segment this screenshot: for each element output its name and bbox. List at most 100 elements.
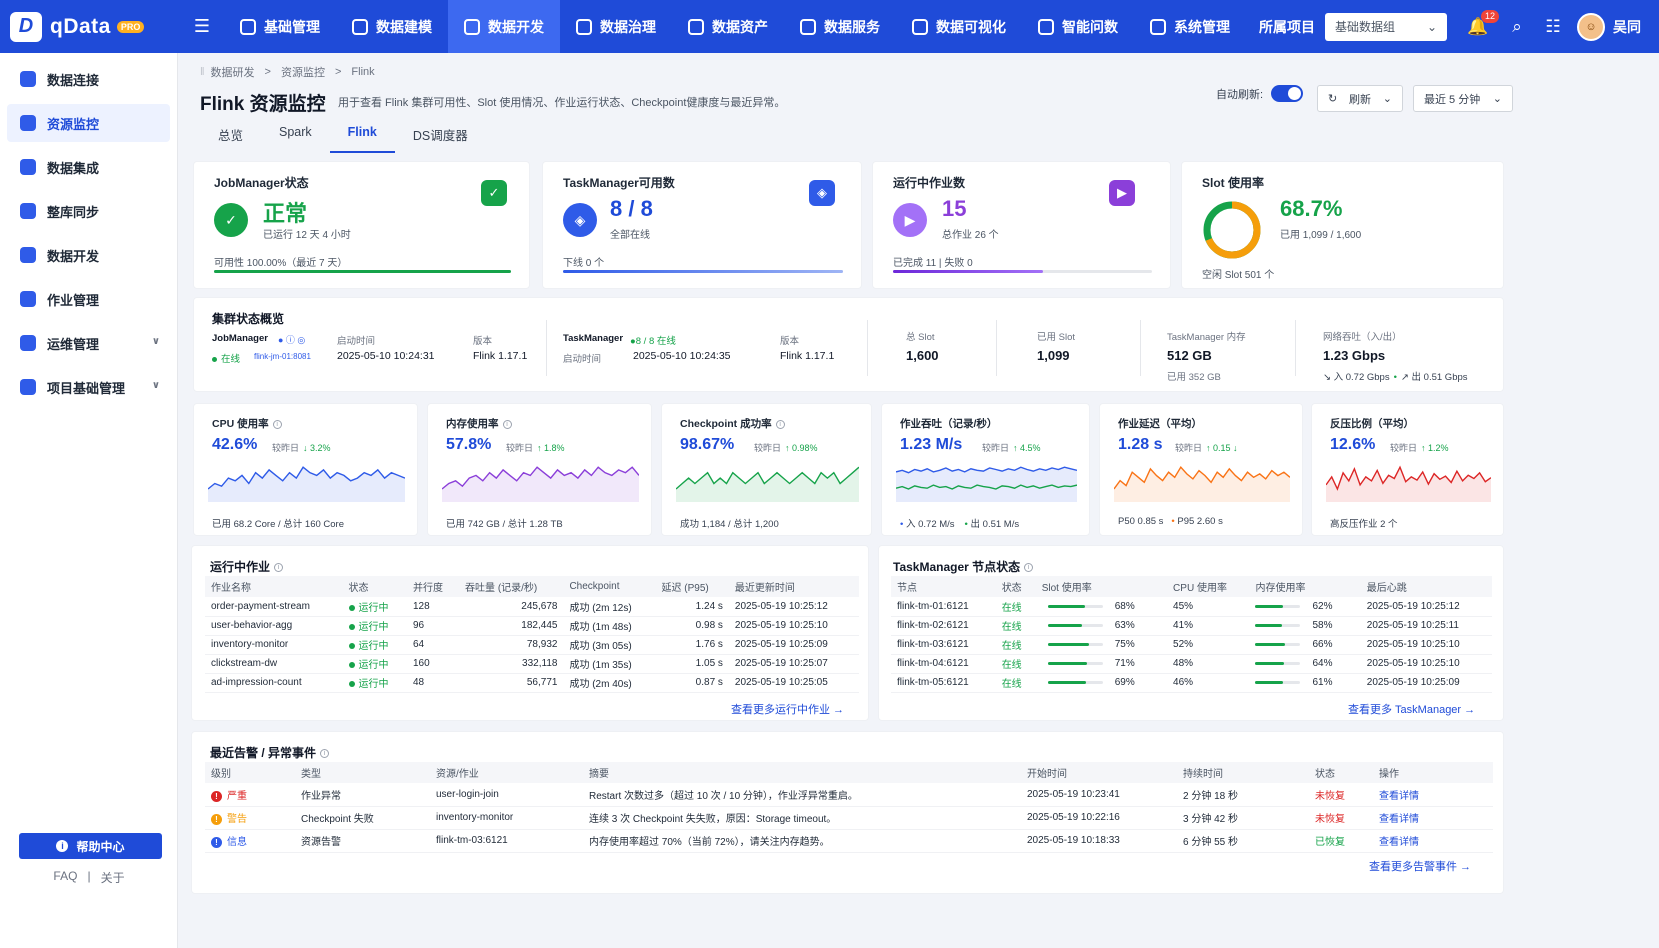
sidebar-item-5[interactable]: 作业管理	[7, 280, 170, 318]
breadcrumb-item[interactable]: 数据研发	[210, 67, 255, 79]
table-row[interactable]: flink-tm-05:6121 在线 69% 46% 61% 2025-05-19 10…	[891, 673, 1492, 693]
apps-grid-icon[interactable]: ☷	[1545, 16, 1561, 36]
info-icon[interactable]: i	[320, 749, 330, 759]
sidebar-item-3[interactable]: 整库同步	[7, 192, 170, 230]
sidebar-item-7[interactable]: 项目基础管理 ∨	[7, 368, 170, 406]
refresh-control: ↻ 刷新 ⌄	[1317, 85, 1403, 112]
table-row[interactable]: inventory-monitor 运行中 64 78,932 成功 (3m 05s) 1…	[205, 635, 859, 655]
taskmanager-bar-fill	[563, 270, 843, 273]
metric-sparkline	[208, 466, 405, 502]
tab-flink[interactable]: Flink	[329, 117, 395, 153]
nav-item-2[interactable]: 数据开发	[448, 0, 560, 53]
mem-usage-text: 66%	[1312, 639, 1333, 650]
heartbeat-cell: 2025-05-19 10:25:10	[1360, 654, 1492, 674]
user-name[interactable]: 吴同	[1613, 18, 1641, 35]
view-details-link[interactable]: 查看详情	[1379, 814, 1419, 825]
info-icon[interactable]: i	[1024, 563, 1034, 573]
section-title: 集群状态概览	[212, 312, 285, 326]
table-row[interactable]: ! 信息 资源告警 flink-tm-03:6121 内存使用率超过 70%（当前 72…	[205, 829, 1493, 853]
metric-foot: 已用 68.2 Core / 总计 160 Core	[212, 516, 344, 530]
page-header: ‖ 数据研发 > 资源监控 > Flink Flink 资源监控 用于查看 Flink 集…	[190, 53, 1659, 153]
info-icon[interactable]: i	[502, 419, 512, 429]
nav-item-8[interactable]: 系统管理	[1134, 0, 1246, 53]
table-cell: 成功 (2m 40s)	[563, 673, 656, 693]
nav-item-4[interactable]: 数据资产	[672, 0, 784, 53]
table-row[interactable]: order-payment-stream 运行中 128 245,678 成功 (2m …	[205, 597, 859, 617]
table-row[interactable]: user-behavior-agg 运行中 96 182,445 成功 (1m 48s)…	[205, 616, 859, 636]
bell-icon[interactable]: 🔔 12	[1463, 9, 1499, 42]
column-header: 吞吐量 (记录/秒)	[459, 576, 564, 597]
view-details-link[interactable]: 查看详情	[1379, 837, 1419, 848]
metric-foot: • 入 0.72 M/s • 出 0.51 M/s	[900, 516, 1019, 530]
type-cell: 作业异常	[295, 783, 430, 807]
sidebar-item-6[interactable]: 运维管理 ∨	[7, 324, 170, 362]
time-range-select[interactable]: 最近 5 分钟 ⌄	[1413, 85, 1513, 112]
jm-host-link[interactable]: flink-jm-01:8081	[254, 352, 311, 361]
nav-item-1[interactable]: 数据建模	[336, 0, 448, 53]
tab-ds调度器[interactable]: DS调度器	[412, 129, 468, 143]
jm-status: 在线	[212, 351, 240, 365]
nav-icon	[352, 18, 368, 35]
table-row[interactable]: flink-tm-01:6121 在线 68% 45% 62% 2025-05-19 10…	[891, 597, 1492, 617]
legend-dot: •	[964, 519, 971, 530]
help-center-label: 帮助中心	[76, 839, 125, 854]
nav-item-5[interactable]: 数据服务	[784, 0, 896, 53]
more-running-jobs-link[interactable]: 查看更多运行中作业 →	[731, 704, 845, 716]
sidebar-item-2[interactable]: 数据集成	[7, 148, 170, 186]
sparkline-area	[676, 467, 859, 502]
table-row[interactable]: flink-tm-03:6121 在线 75% 52% 66% 2025-05-19 10…	[891, 635, 1492, 655]
view-details-link[interactable]: 查看详情	[1379, 790, 1419, 802]
slot-cell: 69%	[1035, 673, 1168, 693]
auto-refresh-toggle[interactable]	[1271, 85, 1304, 102]
chevron-down-icon: ⌄	[1426, 19, 1437, 34]
node-name: flink-tm-03:6121	[897, 639, 969, 650]
info-icon[interactable]: i	[775, 419, 785, 429]
info-icon[interactable]: i	[272, 419, 282, 429]
summary-cell: 连续 3 次 Checkpoint 失失败，原因：Storage timeout…	[583, 806, 1021, 830]
start-cell: 2025-05-19 10:22:16	[1021, 806, 1177, 830]
table-row[interactable]: ! 警告 Checkpoint 失败 inventory-monitor 连续 3 次 …	[205, 806, 1493, 830]
alert-status: 未恢复	[1315, 814, 1345, 825]
node-name: flink-tm-02:6121	[897, 620, 969, 631]
tab-spark[interactable]: Spark	[279, 125, 312, 139]
metric-compare: 较昨日 ↑ 0.98%	[754, 441, 818, 454]
menu-toggle-icon[interactable]: ☰	[193, 16, 211, 36]
table-row[interactable]: flink-tm-04:6121 在线 71% 48% 64% 2025-05-19 10…	[891, 654, 1492, 674]
sidebar-item-4[interactable]: 数据开发	[7, 236, 170, 274]
tm-start-label: 启动时间	[563, 354, 602, 365]
nav-item-6[interactable]: 数据可视化	[896, 0, 1022, 53]
table-row[interactable]: ! 严重 作业异常 user-login-join Restart 次数过多（超过 10…	[205, 783, 1493, 807]
info-icon[interactable]: i	[274, 563, 284, 573]
table-row[interactable]: clickstream-dw 运行中 160 332,118 成功 (1m 35s) 1.…	[205, 654, 859, 674]
column-header: 最近更新时间	[728, 576, 859, 597]
help-center-button[interactable]: i 帮助中心	[19, 833, 162, 859]
metric-card-2: Checkpoint 成功率 i 98.67% 较昨日 ↑ 0.98% 成功 1,184 …	[661, 403, 872, 536]
nav-item-7[interactable]: 智能问数	[1022, 0, 1134, 53]
refresh-icon: ↻	[1328, 93, 1338, 105]
sidebar-item-0[interactable]: 数据连接	[7, 60, 170, 98]
sidebar-item-1[interactable]: 资源监控	[7, 104, 170, 142]
nav-item-0[interactable]: 基础管理	[224, 0, 336, 53]
table-row[interactable]: ad-impression-count 运行中 48 56,771 成功 (2m 40s…	[205, 673, 859, 693]
sidebar-item-label: 项目基础管理	[47, 380, 126, 396]
avatar[interactable]: ☺	[1577, 12, 1605, 41]
more-alerts-link[interactable]: 查看更多告警事件 →	[1369, 861, 1472, 873]
search-icon[interactable]: ⌕	[1512, 16, 1522, 36]
sidebar-item-icon	[20, 247, 36, 263]
more-taskmanager-link[interactable]: 查看更多 TaskManager →	[1348, 704, 1476, 716]
table-row[interactable]: flink-tm-02:6121 在线 63% 41% 58% 2025-05-19 10…	[891, 616, 1492, 636]
sparkline-series-0	[896, 466, 1077, 474]
app-logo[interactable]: D qData PRO	[0, 0, 190, 53]
project-select[interactable]: 基础数据组 ⌄	[1325, 12, 1447, 41]
refresh-label: 刷新	[1349, 93, 1371, 106]
breadcrumb-item[interactable]: 资源监控	[280, 67, 325, 79]
nav-item-3[interactable]: 数据治理	[560, 0, 672, 53]
refresh-button[interactable]: ↻ 刷新 ⌄	[1317, 85, 1403, 112]
sparkline-area	[1326, 467, 1491, 502]
about-link[interactable]: 关于	[100, 871, 125, 885]
tab-总览[interactable]: 总览	[218, 129, 244, 143]
faq-link[interactable]: FAQ	[53, 869, 78, 883]
jm-link-icons[interactable]: ● ⓘ ◎	[278, 335, 306, 345]
taskmanager-count: 8 / 8	[610, 196, 653, 221]
nav-icon	[800, 18, 816, 35]
